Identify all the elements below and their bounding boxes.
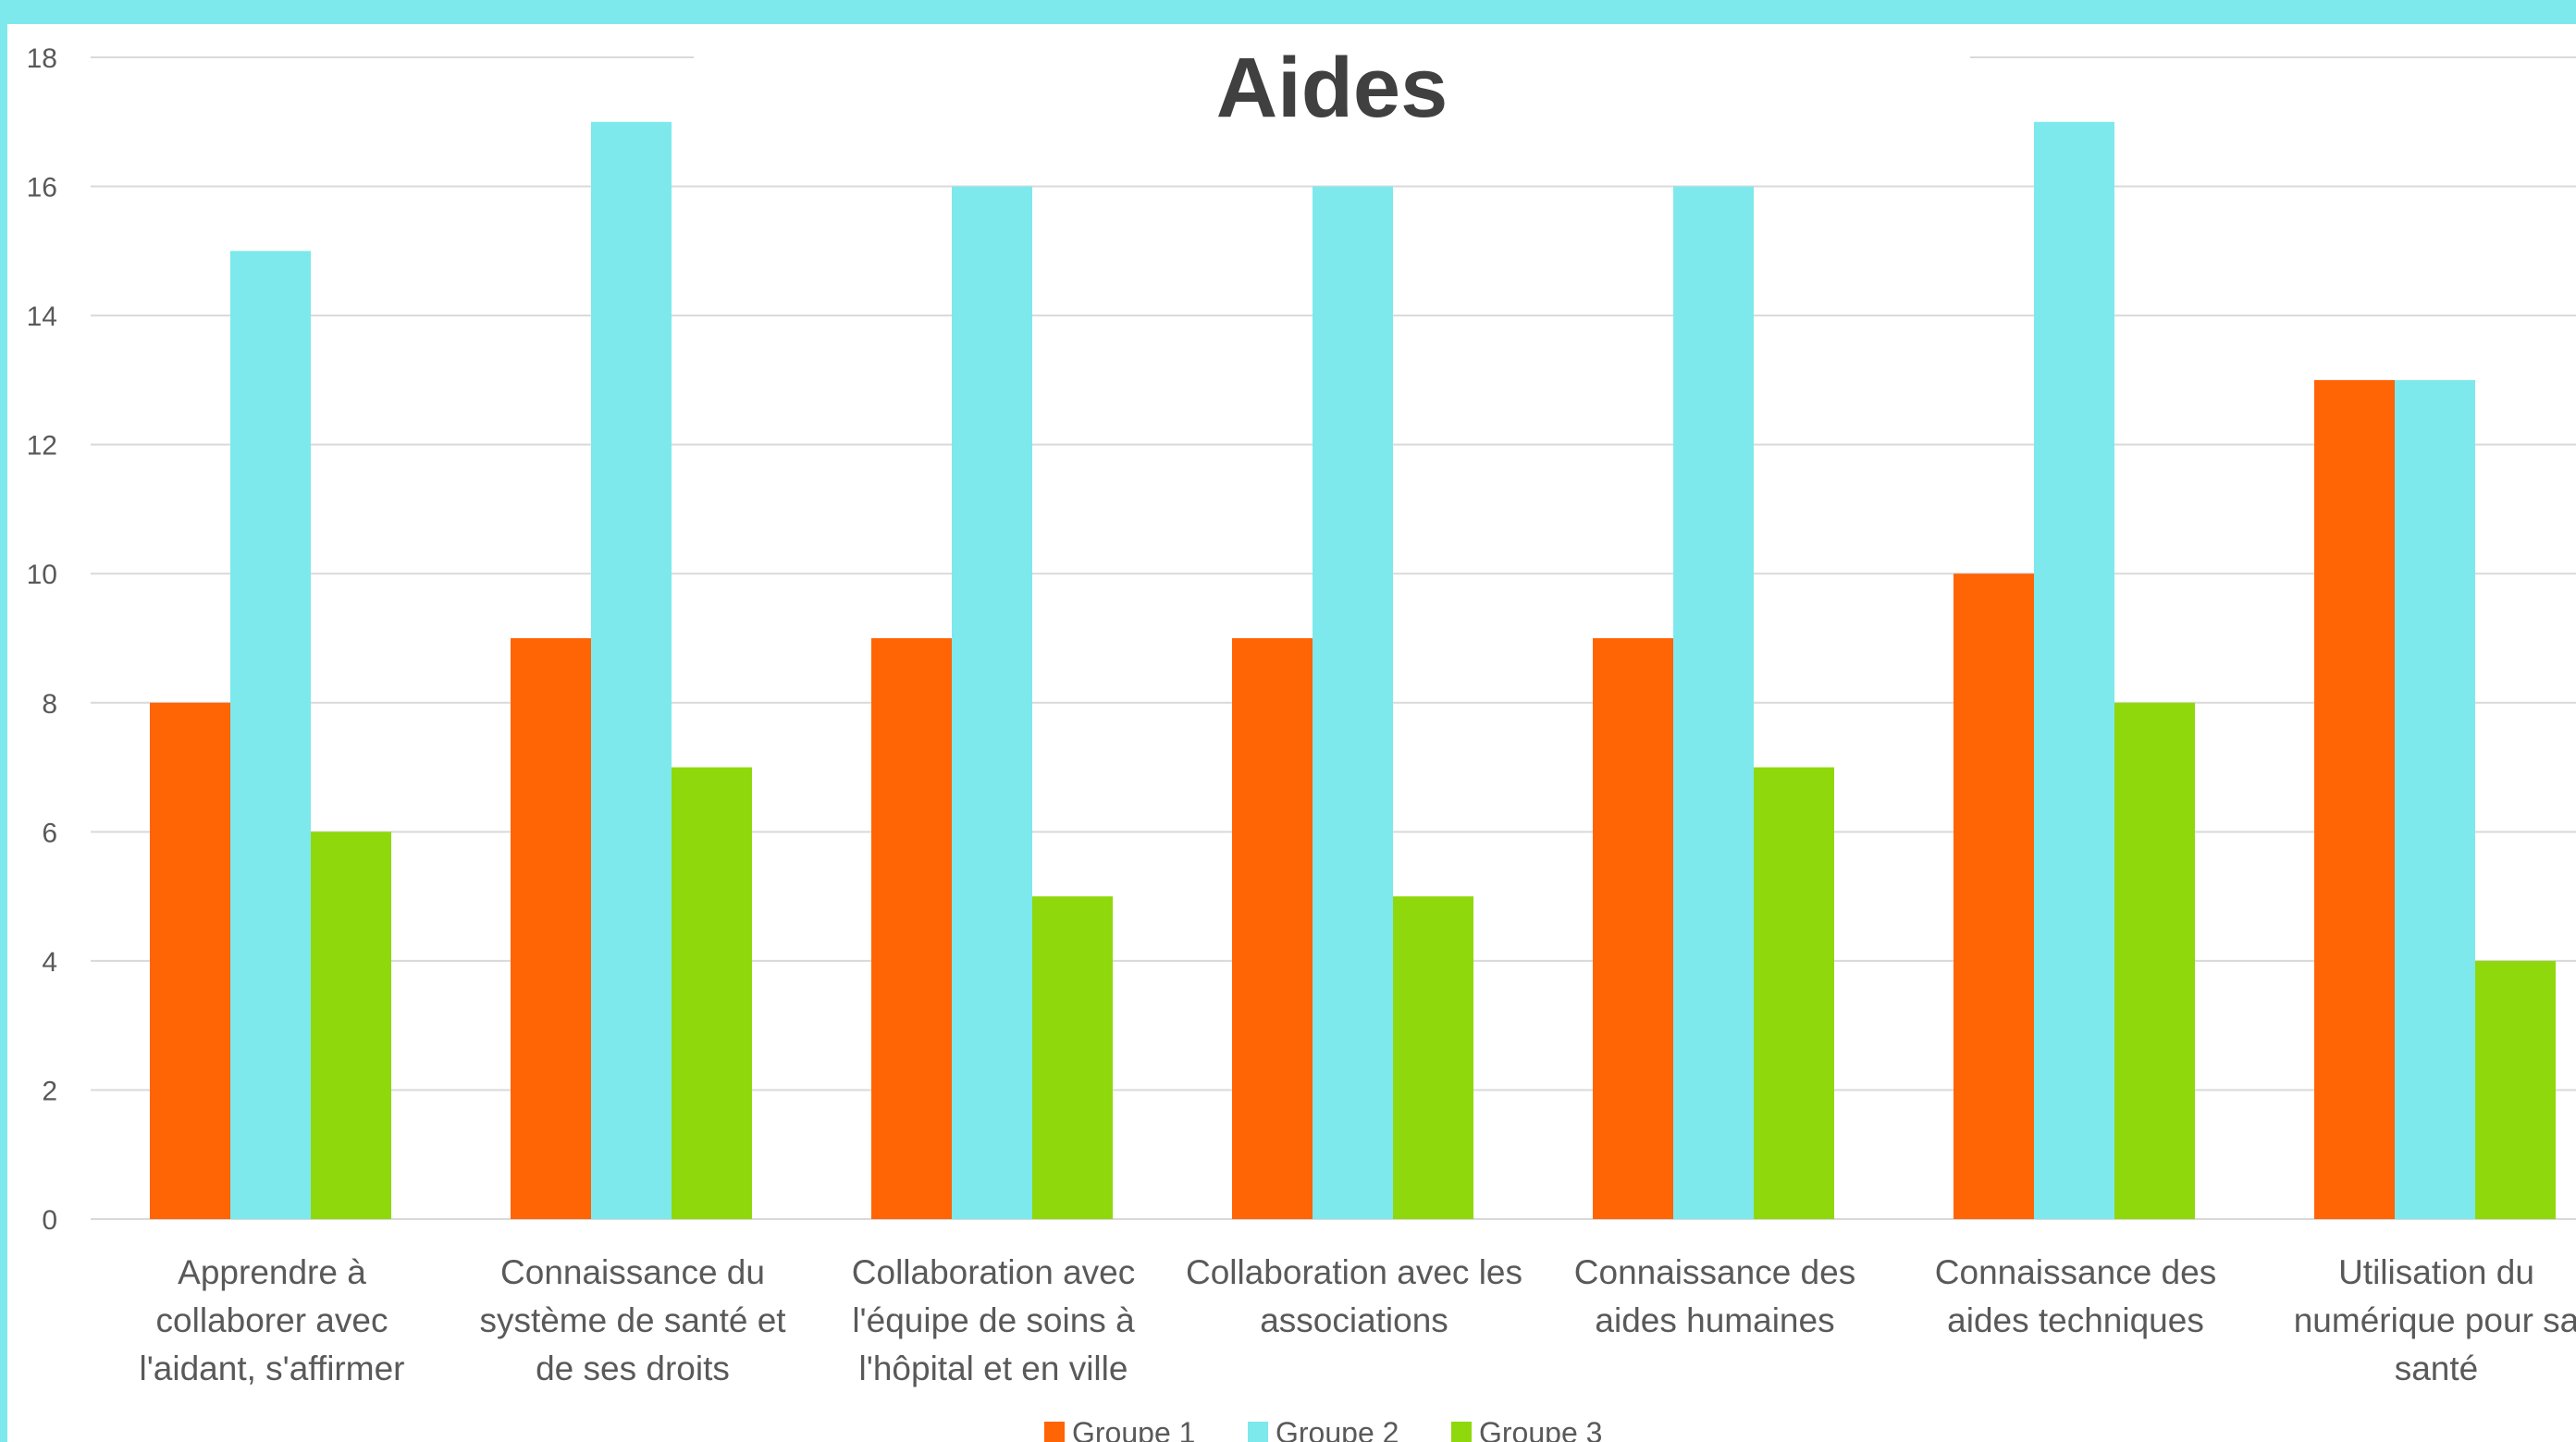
category-label-line: de ses droits [536,1350,730,1387]
category-label-line: aides humaines [1595,1301,1834,1339]
category-label-line: Collaboration avec [852,1253,1135,1291]
category-label-line: collaborer avec [156,1301,388,1339]
bar-groupe-2-2 [952,186,1032,1220]
y-tick-label: 14 [27,302,57,332]
legend-swatch [1451,1422,1472,1442]
bar-groupe-1-2 [871,638,952,1219]
category-label-line: Apprendre à [178,1253,366,1291]
title-background [694,26,1970,146]
bar-groupe-3-0 [311,832,391,1219]
bar-groupe-1-6 [2314,379,2395,1219]
category-label-line: système de santé et [479,1301,786,1339]
y-tick-label: 0 [42,1205,57,1236]
legend-label: Groupe 1 [1072,1416,1195,1442]
y-tick-label: 10 [27,560,57,590]
category-label: Collaboration avec l'équipe de soins à l'h… [852,1253,1135,1387]
bar-groupe-3-4 [1754,767,1834,1219]
category-label: Connaissance du système de santé et de ses… [479,1253,786,1387]
category-label: Connaissance des aides humaines [1574,1253,1855,1339]
legend-label: Groupe 2 [1276,1416,1399,1442]
legend-swatch [1044,1422,1065,1442]
y-tick-label: 18 [27,43,57,74]
chart-title: Aides [1216,41,1448,135]
bars [150,121,2556,1220]
bar-groupe-2-0 [230,251,311,1219]
category-label-line: Utilisation du [2338,1253,2534,1291]
bar-groupe-3-3 [1393,896,1473,1219]
bar-groupe-2-4 [1673,186,1754,1220]
category-label: Connaissance des aides techniques [1935,1253,2216,1339]
y-axis-ticks: 0 2 4 6 8 10 12 14 16 18 [27,43,57,1236]
y-tick-label: 8 [42,689,57,720]
bar-groupe-1-4 [1593,638,1673,1219]
bar-groupe-1-0 [150,702,230,1219]
category-label-line: Connaissance du [500,1253,765,1291]
category-label-line: l'hôpital et en ville [859,1350,1128,1387]
y-tick-label: 4 [42,947,57,978]
category-label-line: numérique pour sa [2294,1301,2576,1339]
bar-groupe-1-1 [511,638,591,1219]
y-tick-label: 2 [42,1076,57,1106]
bar-groupe-3-2 [1032,896,1113,1219]
category-label: Utilisation du numérique pour sa santé [2294,1253,2576,1387]
bar-groupe-3-5 [2114,702,2195,1219]
category-label-line: l'aidant, s'affirmer [140,1350,405,1387]
category-label-line: aides techniques [1947,1301,2204,1339]
y-tick-label: 6 [42,818,57,848]
bar-groupe-1-5 [1954,573,2034,1219]
y-tick-label: 12 [27,431,57,462]
category-label: Collaboration avec les associations [1186,1253,1522,1339]
x-axis-labels: Apprendre à collaborer avec l'aidant, s'af… [140,1253,2576,1387]
category-label-line: Connaissance des [1935,1253,2216,1291]
y-tick-label: 16 [27,173,57,203]
legend-label: Groupe 3 [1479,1416,1602,1442]
bar-groupe-2-1 [591,121,672,1219]
category-label-line: associations [1260,1301,1448,1339]
category-label: Apprendre à collaborer avec l'aidant, s'af… [140,1253,405,1387]
bar-groupe-3-1 [672,767,752,1219]
bar-groupe-2-3 [1313,186,1393,1220]
category-label-line: Collaboration avec les [1186,1253,1522,1291]
bar-groupe-2-6 [2395,379,2475,1219]
legend-swatch [1248,1422,1268,1442]
legend: Groupe 1 Groupe 2 Groupe 3 [1044,1416,1602,1442]
category-label-line: Connaissance des [1574,1253,1855,1291]
category-label-line: l'équipe de soins à [852,1301,1135,1339]
bar-groupe-2-5 [2034,121,2114,1219]
category-label-line: santé [2395,1350,2479,1387]
bar-groupe-1-3 [1232,638,1313,1219]
bar-groupe-3-6 [2475,960,2556,1219]
